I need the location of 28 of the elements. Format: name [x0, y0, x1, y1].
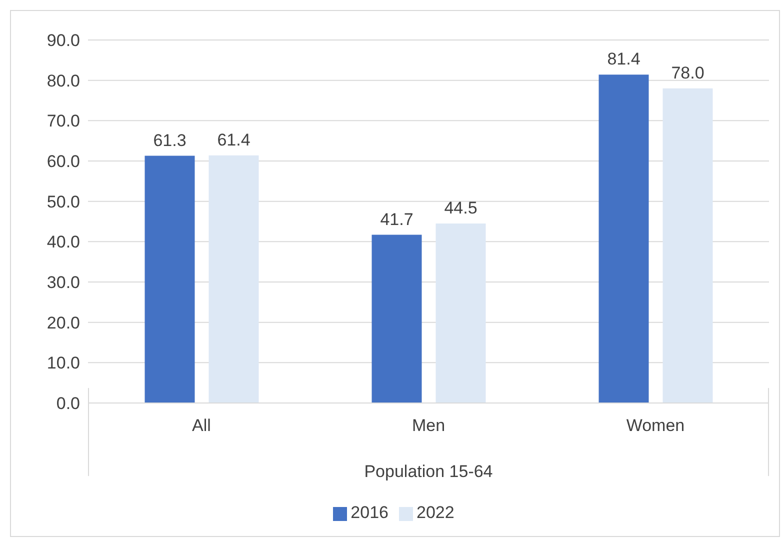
data-label: 44.5 [444, 198, 478, 218]
data-label: 78.0 [671, 63, 704, 82]
data-label: 81.4 [607, 50, 640, 69]
y-tick-label: 40.0 [46, 232, 80, 252]
data-label: 61.4 [217, 130, 250, 150]
x-tick-label: Men [412, 416, 446, 436]
bar [372, 234, 422, 403]
bar [662, 88, 713, 403]
y-tick-label: 80.0 [46, 71, 80, 90]
bar [436, 224, 486, 403]
x-tick-label: All [192, 416, 211, 436]
data-label: 61.3 [153, 130, 186, 150]
y-tick-label: 10.0 [46, 354, 80, 373]
bar [144, 156, 195, 403]
bar [208, 155, 259, 403]
y-tick-label: 60.0 [46, 152, 80, 172]
y-tick-label: 50.0 [46, 192, 80, 212]
y-tick-label: 90.0 [46, 31, 80, 50]
x-axis-title: Population 15-64 [364, 462, 493, 482]
x-tick-label: Women [626, 416, 685, 436]
y-tick-label: 30.0 [46, 273, 80, 292]
y-tick-label: 0.0 [56, 394, 80, 414]
data-label: 41.7 [380, 210, 414, 229]
legend-label: 2016 [350, 503, 388, 522]
y-tick-label: 70.0 [46, 112, 80, 131]
legend-label: 2022 [416, 503, 454, 522]
y-tick-label: 20.0 [46, 313, 80, 332]
bar [598, 74, 649, 403]
